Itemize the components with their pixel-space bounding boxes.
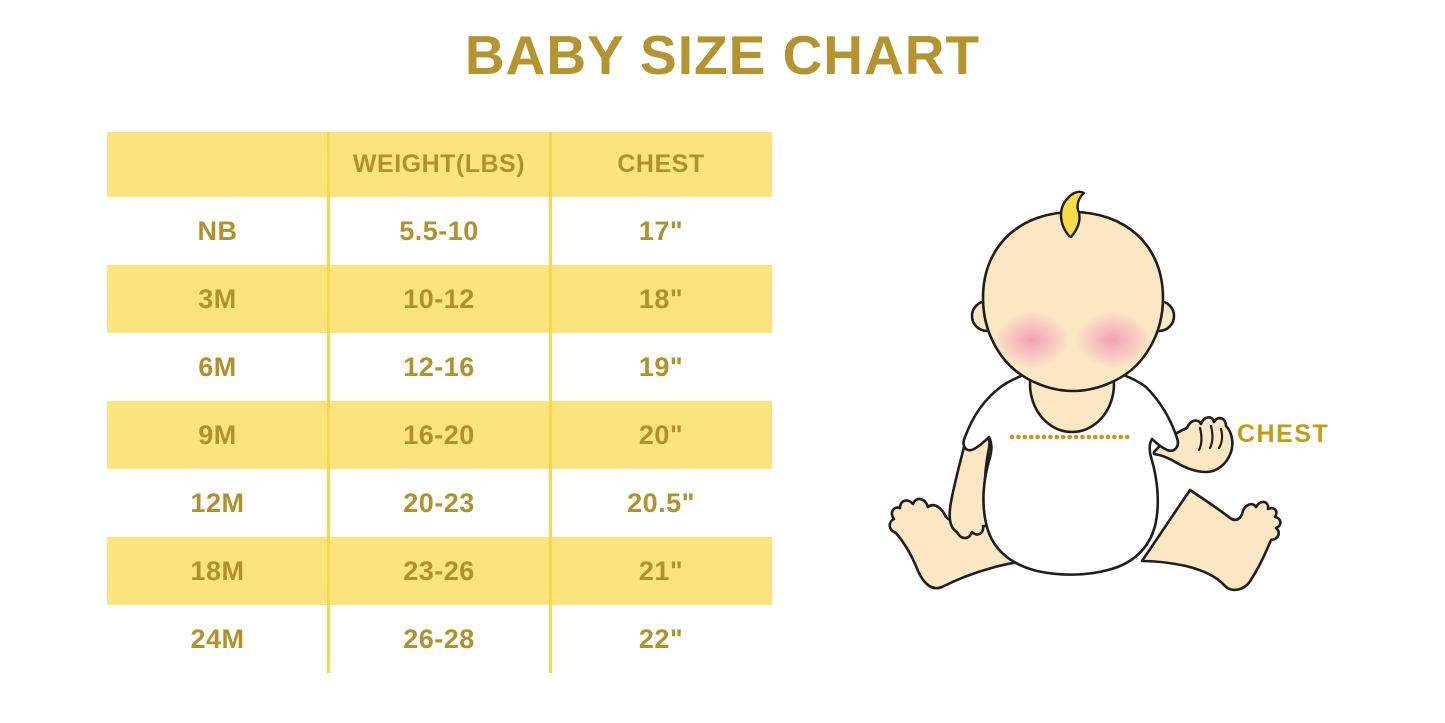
header-weight: WEIGHT(LBS) bbox=[352, 150, 526, 178]
size-cell: 6M bbox=[198, 351, 237, 382]
chest-cell: 21" bbox=[638, 555, 684, 586]
baby-torso-onesie bbox=[962, 365, 1180, 576]
column-divider-1 bbox=[327, 132, 330, 673]
size-cell: 24M bbox=[190, 623, 245, 654]
size-cell: 12M bbox=[190, 487, 245, 518]
table-header-row: WEIGHT(LBS) CHEST bbox=[107, 132, 772, 197]
header-chest: CHEST bbox=[617, 150, 705, 178]
baby-figure-svg bbox=[888, 190, 1282, 592]
weight-cell: 10-12 bbox=[403, 283, 475, 314]
table-row-9m: 9M 16-20 20" bbox=[107, 401, 772, 469]
baby-left-arm bbox=[948, 429, 992, 540]
chest-measure-label: CHEST bbox=[1237, 420, 1330, 448]
baby-blush-left bbox=[995, 312, 1069, 368]
chest-cell: 19" bbox=[638, 351, 684, 382]
baby-right-leg bbox=[1140, 488, 1282, 592]
chest-cell: 17" bbox=[638, 215, 684, 246]
page-title: BABY SIZE CHART bbox=[464, 24, 981, 86]
table-row-3m: 3M 10-12 18" bbox=[107, 265, 772, 333]
weight-cell: 20-23 bbox=[403, 487, 475, 518]
chest-cell: 18" bbox=[638, 283, 684, 314]
size-table: WEIGHT(LBS) CHEST NB 5.5-10 17" 3M 10-12… bbox=[107, 132, 772, 673]
column-divider-2 bbox=[549, 132, 552, 673]
table-row-6m: 6M 12-16 19" bbox=[107, 333, 772, 401]
baby-head bbox=[981, 210, 1165, 393]
weight-cell: 16-20 bbox=[403, 419, 475, 450]
table-row-nb: NB 5.5-10 17" bbox=[107, 197, 772, 265]
chest-cell: 22" bbox=[638, 623, 684, 654]
baby-fist-finger-lines bbox=[1197, 424, 1224, 452]
size-cell: 9M bbox=[198, 419, 237, 450]
table-row-24m: 24M 26-28 22" bbox=[107, 605, 772, 673]
size-cell: NB bbox=[197, 215, 238, 246]
chest-cell: 20" bbox=[638, 419, 684, 450]
weight-cell: 5.5-10 bbox=[399, 215, 479, 246]
size-cell: 3M bbox=[198, 283, 237, 314]
weight-cell: 12-16 bbox=[403, 351, 475, 382]
table-row-18m: 18M 23-26 21" bbox=[107, 537, 772, 605]
table-row-12m: 12M 20-23 20.5" bbox=[107, 469, 772, 537]
chest-cell: 20.5" bbox=[627, 487, 695, 518]
baby-hair-curl-icon bbox=[1059, 190, 1086, 239]
weight-cell: 26-28 bbox=[403, 623, 475, 654]
weight-cell: 23-26 bbox=[403, 555, 475, 586]
baby-illustration bbox=[880, 180, 1350, 620]
baby-blush-right bbox=[1076, 312, 1150, 368]
size-cell: 18M bbox=[190, 555, 245, 586]
